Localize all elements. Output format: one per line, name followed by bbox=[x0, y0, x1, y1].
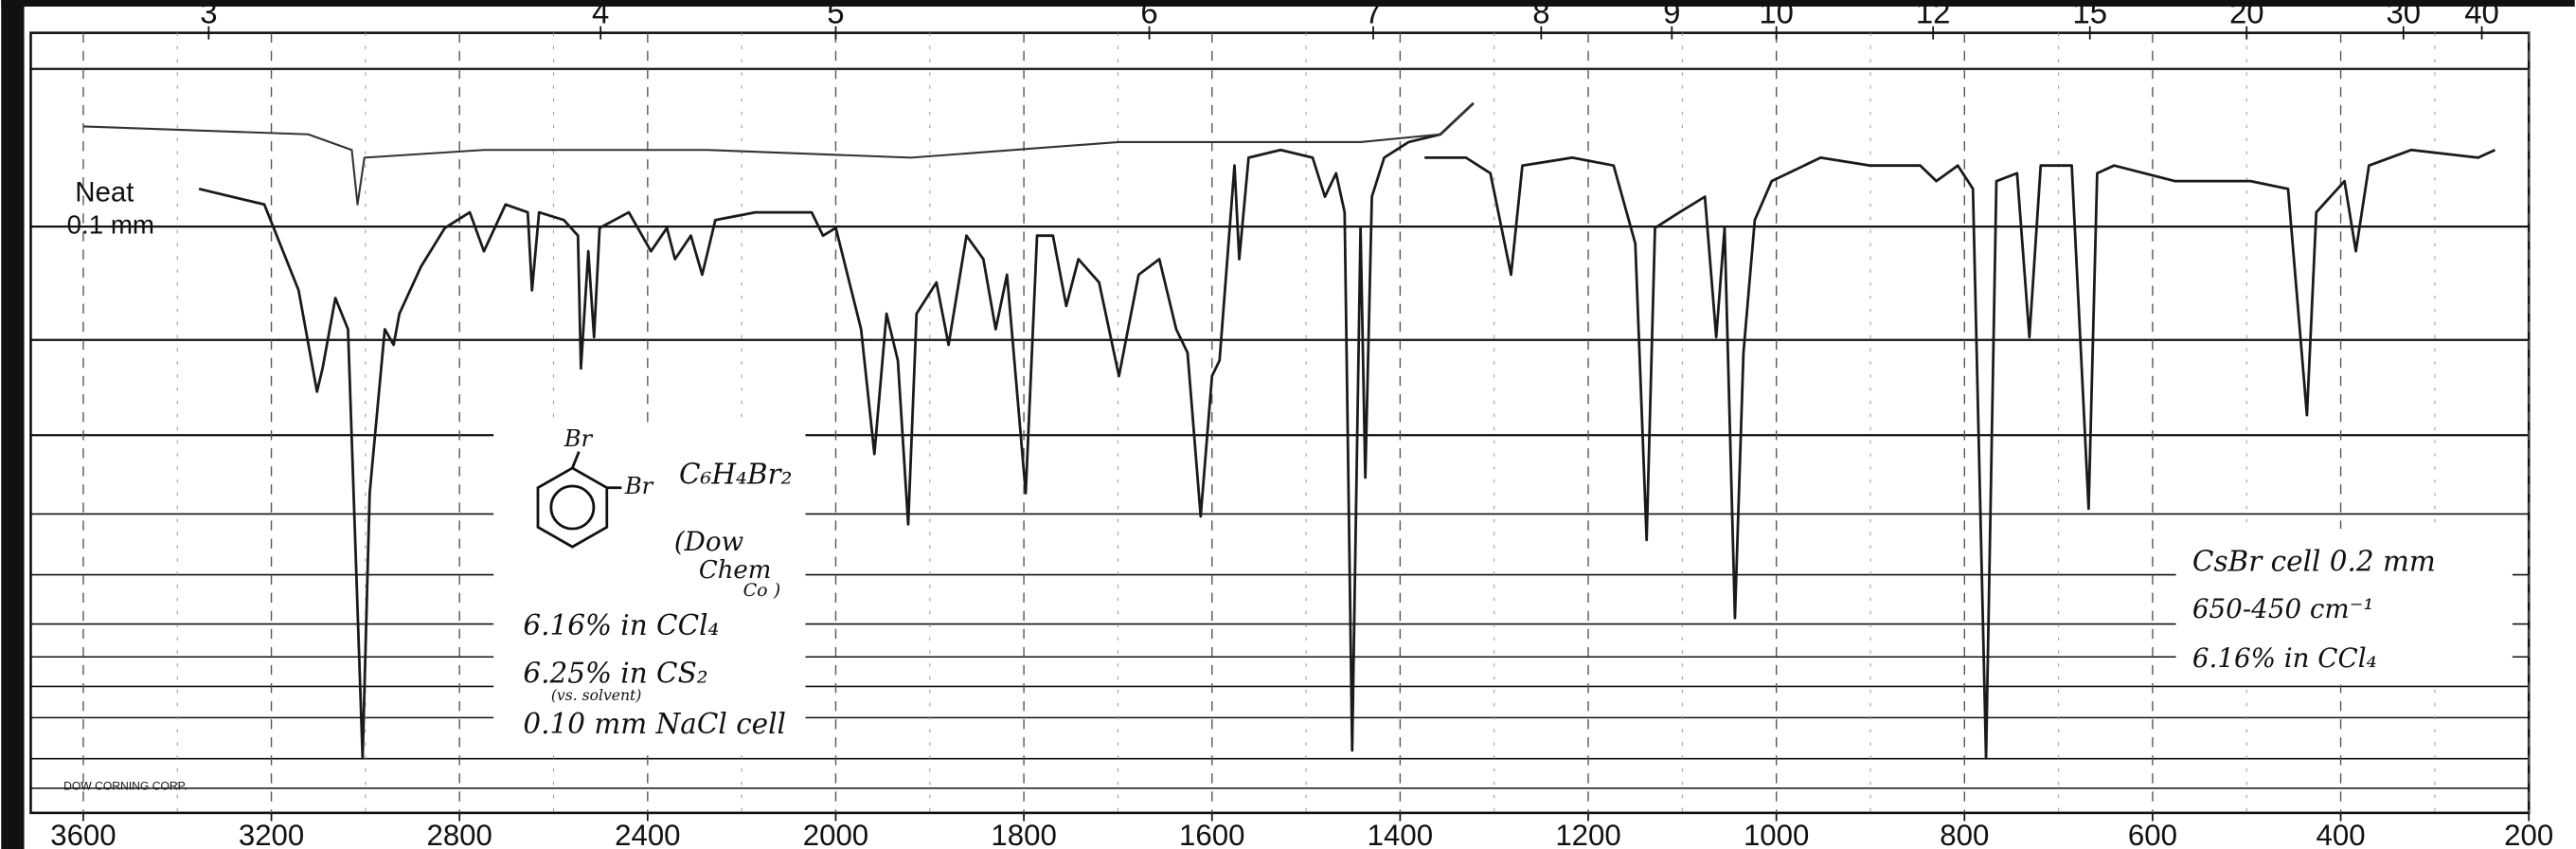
x-tick-label: 1600 bbox=[1179, 819, 1244, 849]
x2-tick-label: 20 bbox=[2229, 0, 2264, 29]
annotation: 650-450 cm⁻¹ bbox=[2192, 593, 2374, 624]
annotation: Chem bbox=[699, 556, 772, 585]
x2-tick-label: 15 bbox=[2072, 0, 2107, 29]
x-tick-label: 2400 bbox=[615, 819, 680, 849]
annotation: CsBr cell 0.2 mm bbox=[2192, 545, 2436, 577]
x-tick-label: 1800 bbox=[991, 819, 1056, 849]
x2-tick-label: 4 bbox=[592, 0, 609, 29]
grid bbox=[29, 26, 2531, 822]
x2-tick-label: 12 bbox=[1916, 0, 1951, 29]
annotation: Br bbox=[564, 424, 594, 452]
labels: 3600 3200 2800 2400 2000 1800 1600 1400 1200 1000… bbox=[50, 0, 2553, 849]
x-tick-label: 3200 bbox=[239, 819, 304, 849]
spectrum-line bbox=[82, 102, 1475, 206]
x2-tick-label: 5 bbox=[827, 0, 844, 29]
x-tick-label: 1000 bbox=[1744, 819, 1809, 849]
annotation: 6.16% in CCl₄ bbox=[2192, 642, 2377, 674]
x2-tick-label: 30 bbox=[2386, 0, 2421, 29]
x2-tick-label: 10 bbox=[1759, 0, 1794, 29]
x-tick-label: 200 bbox=[2504, 819, 2553, 849]
plot-frame bbox=[29, 31, 2531, 815]
x-tick-label: 3600 bbox=[50, 819, 116, 849]
label-box bbox=[2175, 529, 2513, 685]
annotation: DOW CORNING CORP. bbox=[63, 779, 187, 792]
annotation: 6.25% in CS₂ bbox=[523, 657, 707, 689]
scan-edge bbox=[1, 0, 2575, 7]
x-tick-label: 1400 bbox=[1368, 819, 1433, 849]
x2-tick-label: 6 bbox=[1140, 0, 1157, 29]
spectrum-line bbox=[198, 101, 2496, 760]
x2-tick-label: 40 bbox=[2464, 0, 2499, 29]
x2-tick-label: 3 bbox=[200, 0, 217, 29]
spectrum bbox=[82, 101, 2496, 760]
x-tick-label: 2800 bbox=[427, 819, 492, 849]
label-box bbox=[493, 424, 806, 750]
annotation: 0.1 mm bbox=[67, 209, 154, 239]
scan-edge bbox=[1, 0, 25, 849]
x-tick-label: 400 bbox=[2317, 819, 2366, 849]
annotation: 6.16% in CCl₄ bbox=[523, 609, 719, 641]
annotation: C₆H₄Br₂ bbox=[679, 459, 792, 491]
annotation: 0.10 mm NaCl cell bbox=[523, 708, 786, 740]
annotation: (Dow bbox=[674, 526, 744, 557]
ring-circle bbox=[549, 484, 596, 531]
x-tick-label: 2000 bbox=[803, 819, 868, 849]
bond bbox=[571, 451, 581, 469]
benzene-ring bbox=[536, 451, 622, 549]
x-tick-label: 800 bbox=[1940, 819, 1989, 849]
annotation: Br bbox=[624, 472, 654, 499]
x2-tick-label: 9 bbox=[1663, 0, 1680, 29]
annotation: Neat bbox=[75, 176, 134, 208]
annotation: (vs. solvent) bbox=[551, 687, 642, 704]
annotation: Co ) bbox=[743, 580, 781, 601]
x-tick-label: 600 bbox=[2128, 819, 2177, 849]
x-tick-label: 1200 bbox=[1555, 819, 1620, 849]
x2-tick-label: 7 bbox=[1365, 0, 1382, 29]
x2-tick-label: 8 bbox=[1532, 0, 1549, 29]
